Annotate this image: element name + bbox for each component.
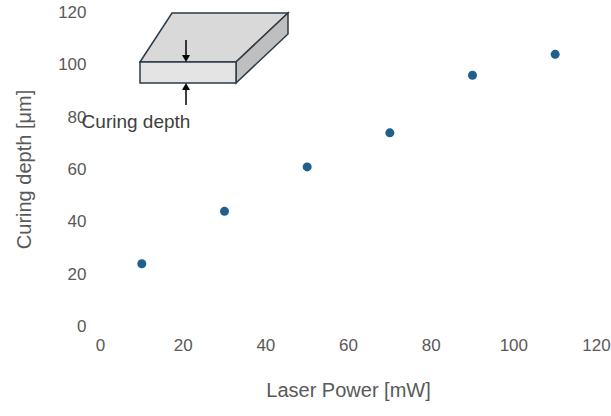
- svg-text:40: 40: [68, 212, 87, 231]
- svg-text:60: 60: [339, 336, 358, 355]
- svg-text:0: 0: [77, 317, 86, 336]
- svg-text:60: 60: [68, 160, 87, 179]
- svg-text:100: 100: [58, 55, 86, 74]
- svg-text:40: 40: [256, 336, 275, 355]
- svg-text:20: 20: [174, 336, 193, 355]
- svg-text:0: 0: [96, 336, 105, 355]
- svg-text:100: 100: [500, 336, 528, 355]
- svg-text:Curing depth [μm]: Curing depth [μm]: [13, 90, 35, 249]
- svg-text:20: 20: [68, 265, 87, 284]
- svg-text:Curing depth: Curing depth: [82, 111, 191, 132]
- svg-text:120: 120: [582, 336, 610, 355]
- svg-text:120: 120: [58, 3, 86, 22]
- svg-text:80: 80: [67, 107, 87, 127]
- svg-text:80: 80: [422, 336, 441, 355]
- svg-text:Laser Power [mW]: Laser Power [mW]: [266, 379, 430, 401]
